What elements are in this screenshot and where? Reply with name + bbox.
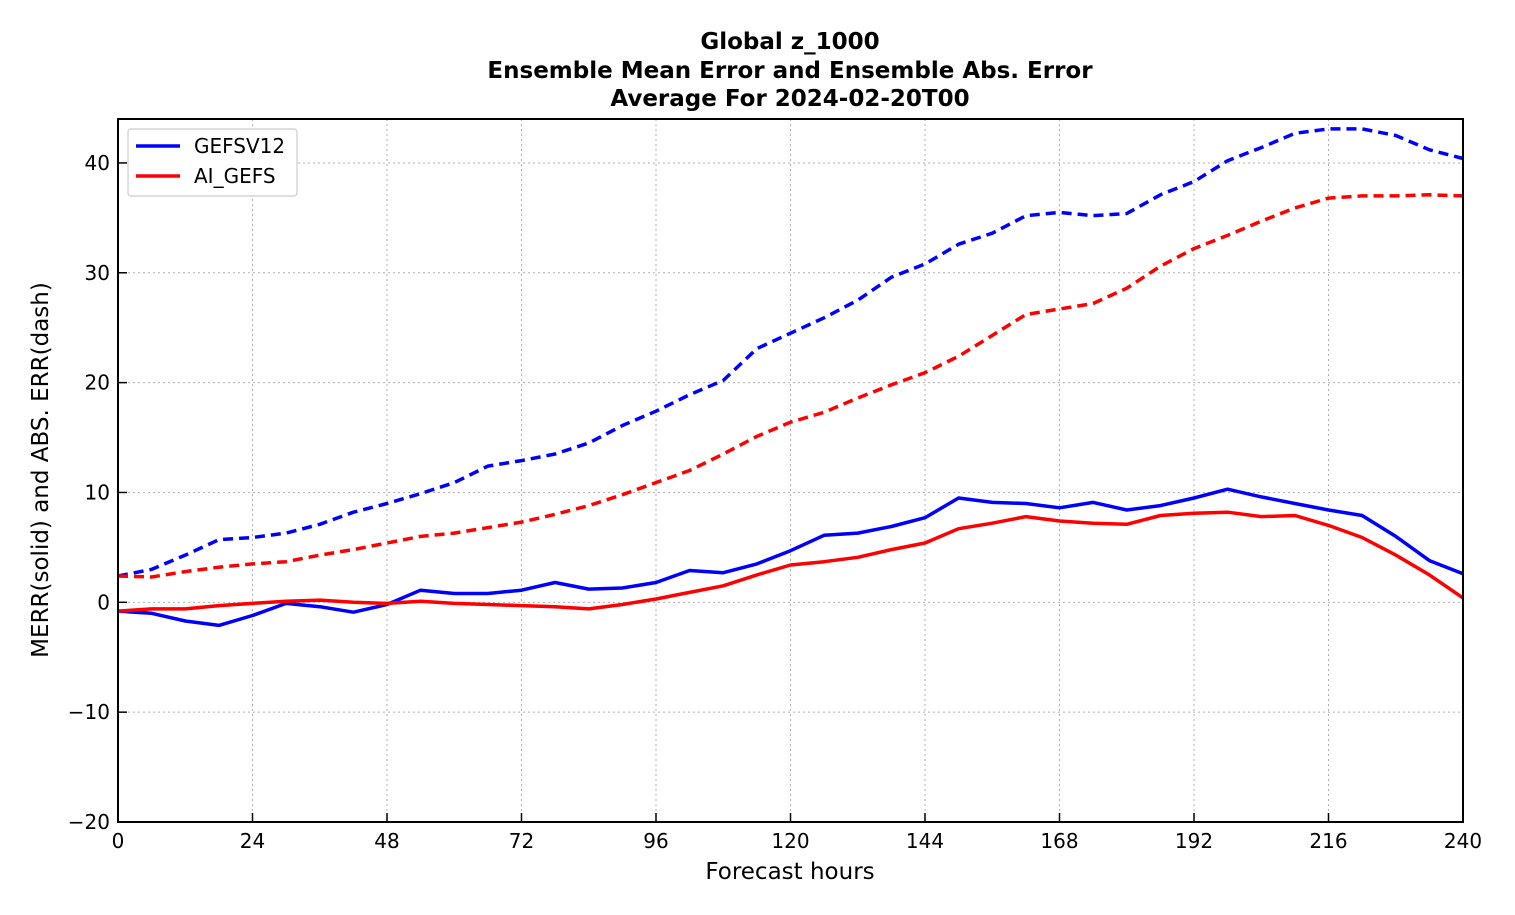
y-tick-label: 30 xyxy=(85,261,110,285)
x-tick-label: 216 xyxy=(1309,829,1347,853)
ai-gefs-abs-error-line xyxy=(117,193,1464,579)
series-lines xyxy=(117,127,1464,628)
legend: GEFSV12 AI_GEFS xyxy=(127,128,298,197)
x-tick-label: 48 xyxy=(374,829,399,853)
x-tick-label: 24 xyxy=(240,829,265,853)
x-tick-label: 192 xyxy=(1175,829,1213,853)
y-tick-label: 10 xyxy=(85,480,110,504)
y-tick-label: −20 xyxy=(68,810,110,834)
y-tick-label: 20 xyxy=(85,371,110,395)
x-tick-label: 168 xyxy=(1040,829,1078,853)
x-tick-label: 120 xyxy=(771,829,809,853)
ai-gefs-mean-error-line xyxy=(117,510,1464,613)
chart-title-line-1: Global z_1000 xyxy=(700,29,879,55)
x-tick-label: 0 xyxy=(112,829,125,853)
x-tick-label: 144 xyxy=(906,829,944,853)
gefsv12-abs-error-line xyxy=(117,127,1464,578)
y-axis-label: MERR(solid) and ABS. ERR(dash) xyxy=(28,282,54,658)
y-tick-label: −10 xyxy=(68,700,110,724)
legend-label-ai-gefs: AI_GEFS xyxy=(194,164,276,188)
x-axis-label: Forecast hours xyxy=(705,859,874,885)
x-tick-label: 240 xyxy=(1444,829,1482,853)
plot-frame xyxy=(117,118,1464,823)
x-tick-label: 72 xyxy=(509,829,534,853)
y-tick-label: 40 xyxy=(85,151,110,175)
chart-title-line-3: Average For 2024-02-20T00 xyxy=(610,86,969,112)
gefsv12-mean-error-line xyxy=(117,487,1464,628)
y-tick-label: 0 xyxy=(97,590,110,614)
axis-ticks: 0 24 48 72 96 120 144 168 192 216 240 −20 −10 0 10 20 30… xyxy=(68,151,1482,853)
x-tick-label: 96 xyxy=(643,829,668,853)
chart-title-line-2: Ensemble Mean Error and Ensemble Abs. Er… xyxy=(487,58,1093,84)
legend-label-gefsv12: GEFSV12 xyxy=(194,134,285,158)
